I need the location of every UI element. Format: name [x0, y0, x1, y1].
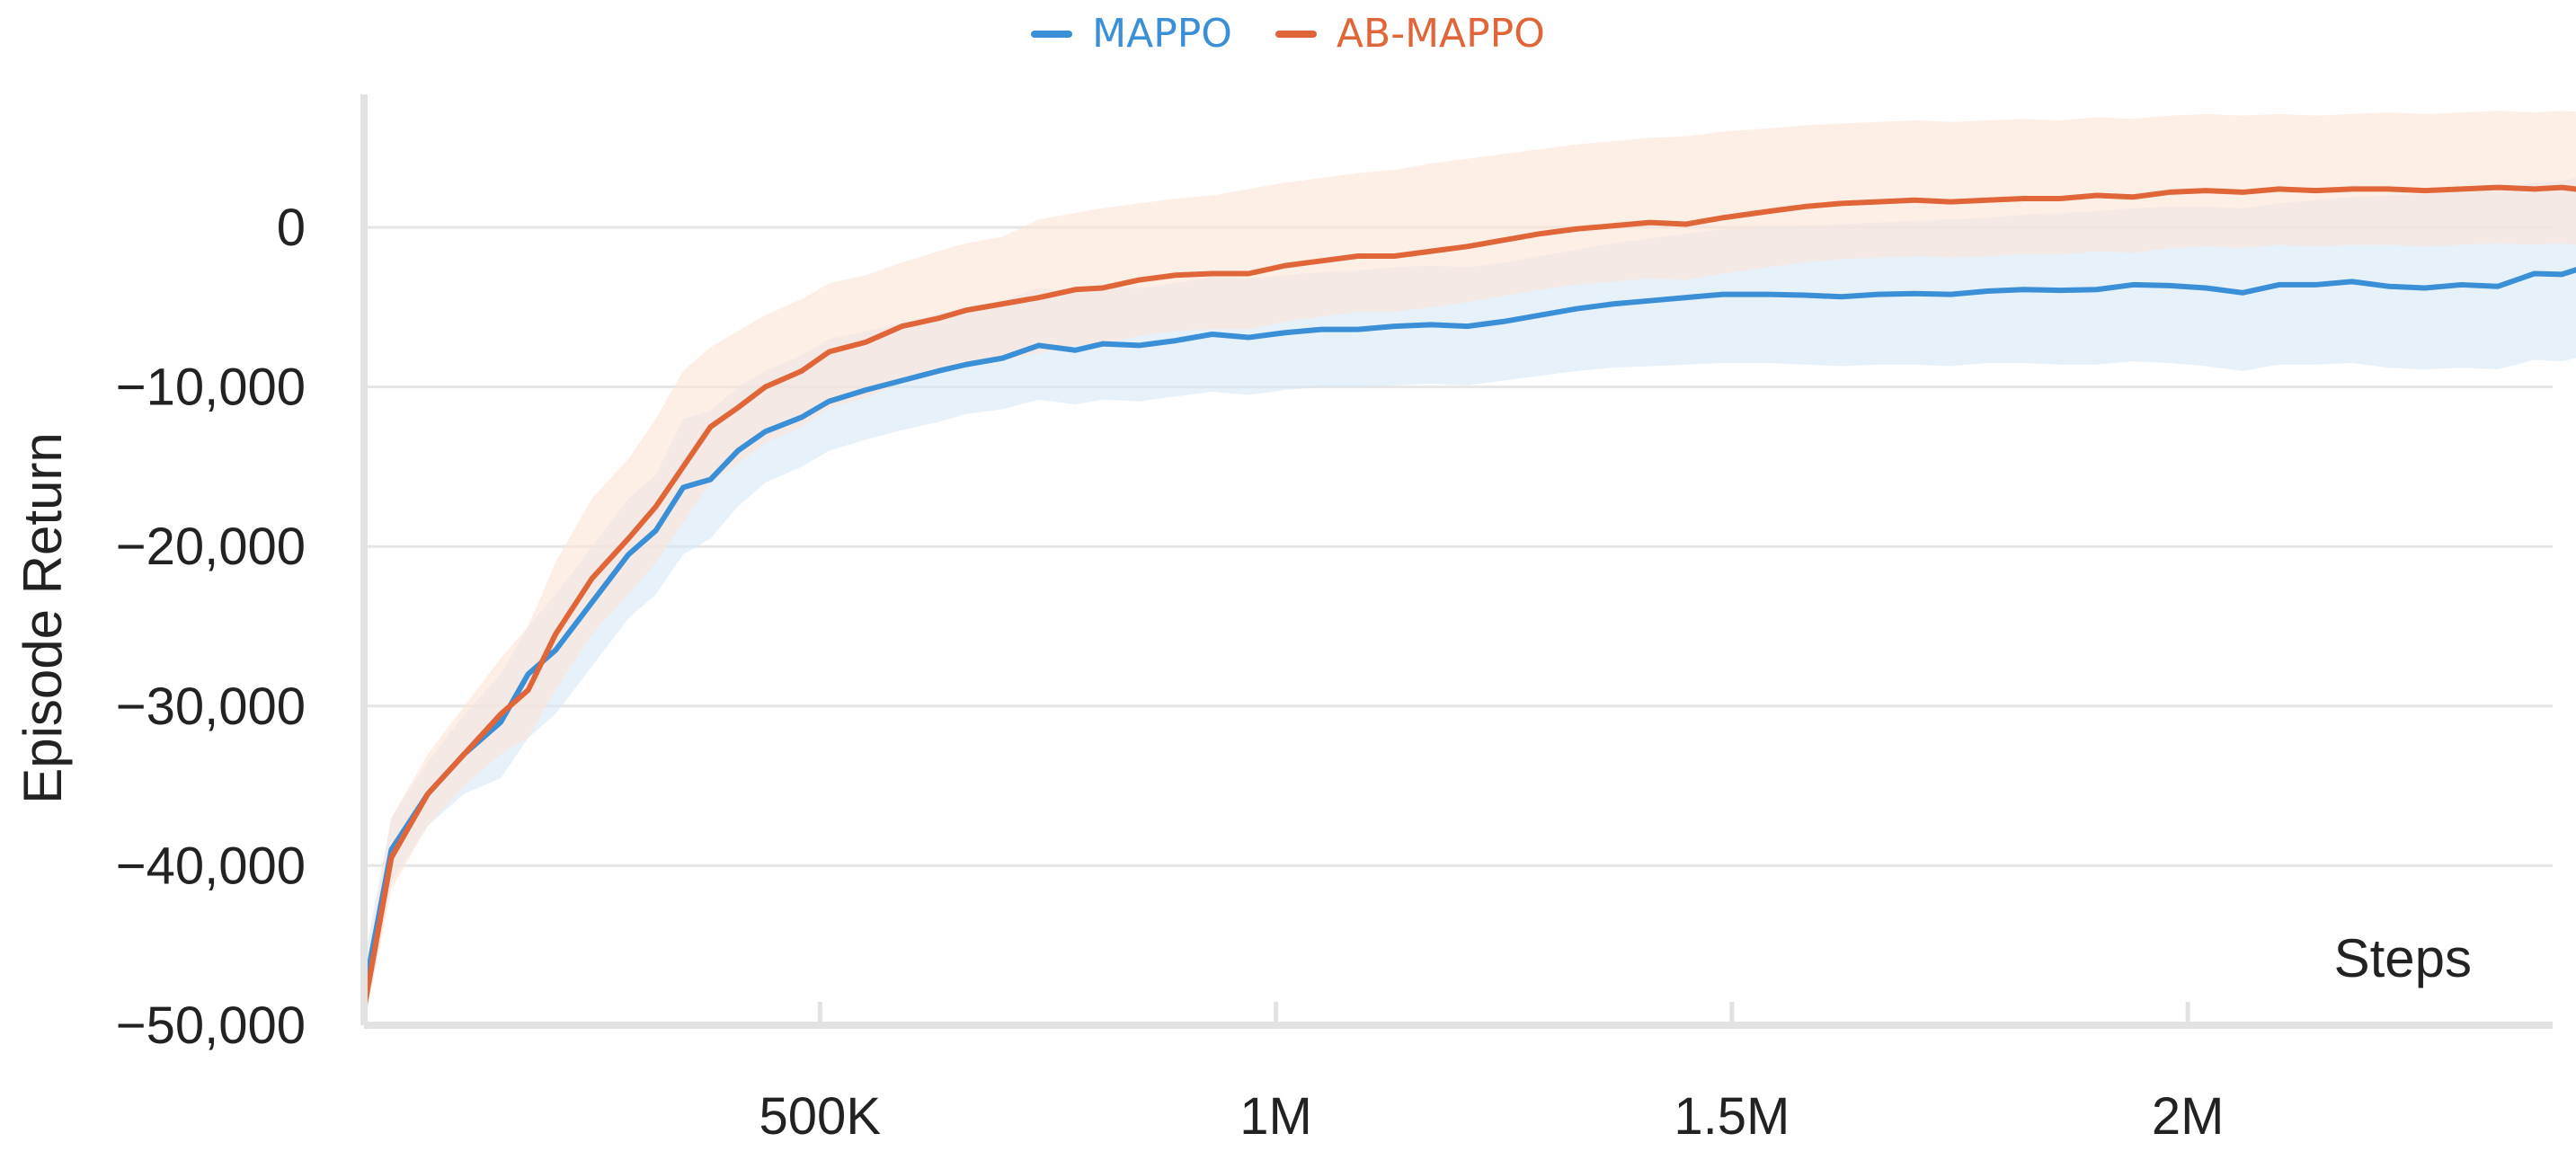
band-ab-mappo	[364, 111, 2576, 1025]
x-tick-label-0: 500K	[759, 1087, 882, 1146]
series-lines	[361, 184, 2576, 1010]
x-axis-ticks: 500K 1M 1.5M 2M	[759, 1002, 2225, 1146]
y-axis-ticks: 0 −10,000 −20,000 −30,000 −40,000 −50,000	[116, 199, 306, 1055]
legend: MAPPO AB-MAPPO	[0, 11, 2576, 57]
x-tick-label-2: 1.5M	[1674, 1087, 1790, 1146]
y-tick-label-5: −50,000	[116, 996, 306, 1055]
y-tick-label-4: −40,000	[116, 837, 306, 895]
y-tick-label-1: −10,000	[116, 359, 306, 417]
legend-swatch-ab-mappo	[1275, 30, 1317, 38]
band-mappo	[364, 177, 2576, 1025]
y-axis-title: Episode Return	[13, 432, 73, 804]
x-tick-label-3: 2M	[2152, 1087, 2225, 1146]
y-tick-label-2: −20,000	[116, 518, 306, 576]
legend-label-mappo: MAPPO	[1092, 11, 1232, 57]
legend-item-mappo[interactable]: MAPPO	[1031, 11, 1232, 57]
legend-item-ab-mappo[interactable]: AB-MAPPO	[1275, 11, 1545, 57]
series-line-mappo[interactable]	[361, 260, 2576, 995]
legend-swatch-mappo	[1031, 30, 1073, 38]
x-tick-label-1: 1M	[1239, 1087, 1312, 1146]
y-tick-label-0: 0	[277, 199, 306, 257]
legend-label-ab-mappo: AB-MAPPO	[1336, 11, 1545, 57]
series-line-ab-mappo[interactable]	[361, 184, 2576, 1010]
y-tick-label-3: −30,000	[116, 677, 306, 736]
confidence-bands	[364, 111, 2576, 1025]
x-axis-title: Steps	[2334, 928, 2472, 988]
